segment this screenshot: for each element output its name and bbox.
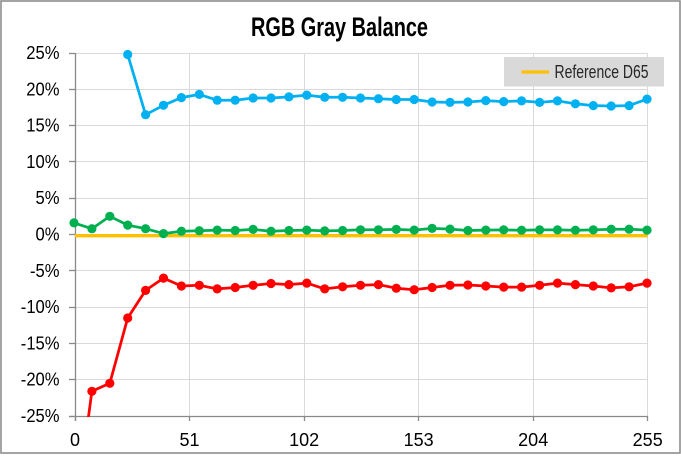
svg-text:Reference D65: Reference D65 xyxy=(555,62,649,82)
svg-text:204: 204 xyxy=(518,430,548,450)
svg-text:102: 102 xyxy=(289,430,319,450)
svg-text:25%: 25% xyxy=(26,43,59,63)
svg-text:0%: 0% xyxy=(36,225,60,245)
svg-text:10%: 10% xyxy=(26,152,59,172)
svg-text:-5%: -5% xyxy=(30,261,60,281)
svg-text:-20%: -20% xyxy=(21,370,60,390)
svg-text:-15%: -15% xyxy=(21,333,60,353)
svg-text:0: 0 xyxy=(70,430,80,450)
svg-text:255: 255 xyxy=(633,430,663,450)
svg-text:RGB Gray Balance: RGB Gray Balance xyxy=(251,12,428,42)
svg-text:15%: 15% xyxy=(26,116,59,136)
svg-text:-25%: -25% xyxy=(21,406,60,426)
svg-text:5%: 5% xyxy=(36,188,60,208)
svg-text:51: 51 xyxy=(179,430,199,450)
svg-text:153: 153 xyxy=(404,430,434,450)
svg-text:-10%: -10% xyxy=(21,297,60,317)
svg-text:20%: 20% xyxy=(26,79,59,99)
